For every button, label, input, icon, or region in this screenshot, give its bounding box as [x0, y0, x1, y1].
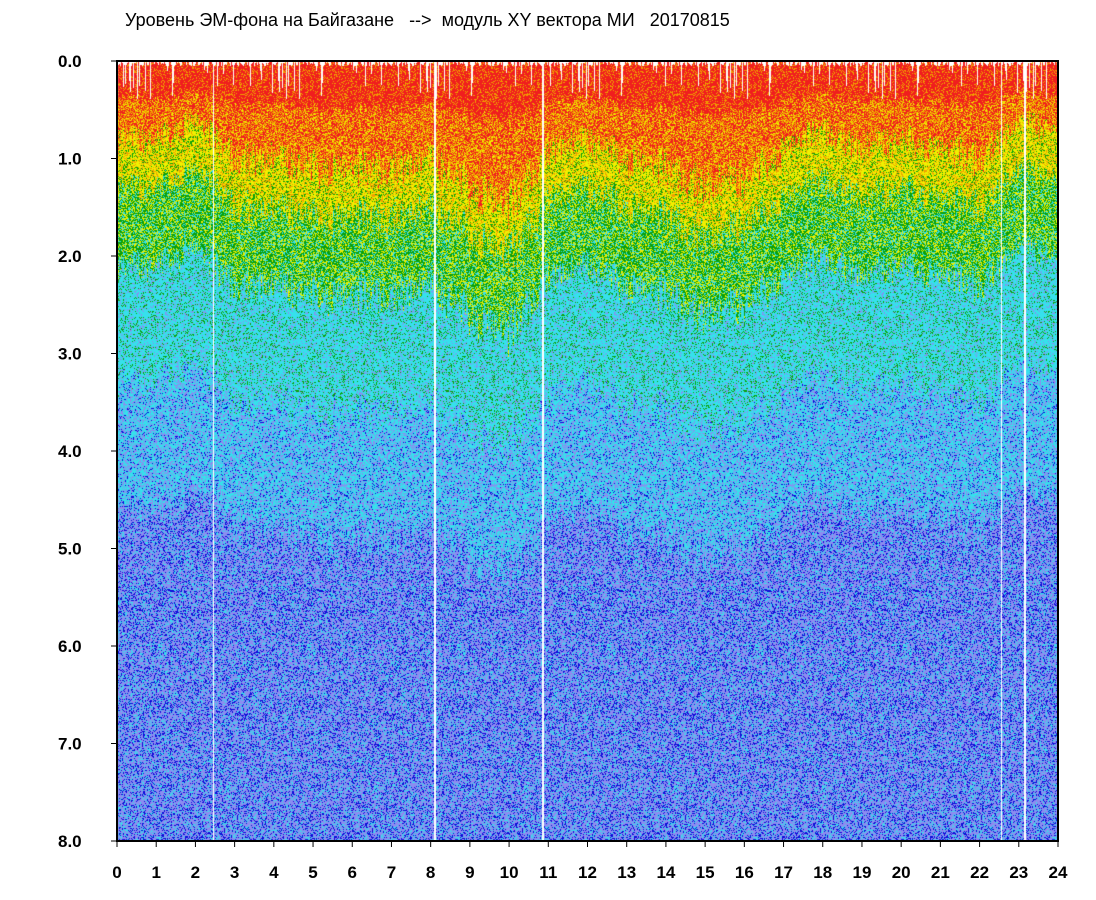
x-tick-label: 14 — [656, 863, 675, 882]
heatmap-plot-area — [117, 61, 1058, 841]
x-tick-label: 1 — [151, 863, 160, 882]
x-tick-label: 4 — [269, 863, 279, 882]
x-tick-label: 8 — [426, 863, 435, 882]
x-tick-label: 20 — [892, 863, 911, 882]
x-tick-label: 16 — [735, 863, 754, 882]
x-tick-label: 0 — [112, 863, 121, 882]
y-tick-label: 8.0 — [58, 832, 82, 851]
x-tick-label: 6 — [348, 863, 357, 882]
chart-title: Уровень ЭМ-фона на Байгазане --> модуль … — [125, 10, 730, 30]
y-tick-label: 1.0 — [58, 150, 82, 169]
x-tick-label: 2 — [191, 863, 200, 882]
y-tick-label: 5.0 — [58, 540, 82, 559]
y-tick-label: 2.0 — [58, 247, 82, 266]
x-tick-label: 3 — [230, 863, 239, 882]
x-tick-label: 9 — [465, 863, 474, 882]
x-tick-label: 10 — [500, 863, 519, 882]
y-tick-label: 4.0 — [58, 442, 82, 461]
x-tick-label: 5 — [308, 863, 317, 882]
y-tick-label: 3.0 — [58, 345, 82, 364]
x-tick-label: 15 — [696, 863, 715, 882]
plot-frame — [116, 60, 1059, 842]
x-tick-label: 24 — [1049, 863, 1068, 882]
x-tick-label: 18 — [813, 863, 832, 882]
y-tick-label: 7.0 — [58, 735, 82, 754]
x-tick-label: 17 — [774, 863, 793, 882]
x-tick-label: 13 — [617, 863, 636, 882]
x-tick-label: 22 — [970, 863, 989, 882]
x-tick-label: 21 — [931, 863, 950, 882]
x-tick-label: 7 — [387, 863, 396, 882]
x-tick-label: 12 — [578, 863, 597, 882]
y-tick-label: 6.0 — [58, 637, 82, 656]
y-tick-label: 0.0 — [58, 52, 82, 71]
x-tick-label: 11 — [539, 863, 557, 882]
x-tick-label: 19 — [852, 863, 871, 882]
x-tick-label: 23 — [1009, 863, 1028, 882]
